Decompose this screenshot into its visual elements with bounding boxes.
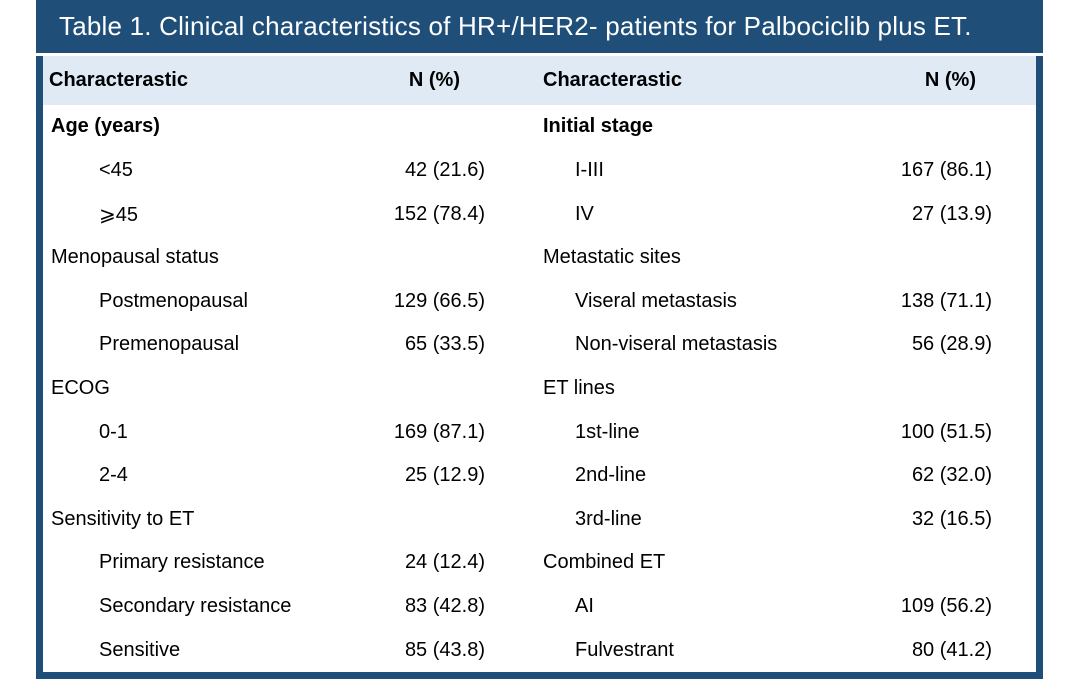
- table-row: Non-viseral metastasis 56 (28.9): [535, 323, 1036, 367]
- right-column: Initial stage I-III 167 (86.1) IV 27 (13.9) M…: [535, 105, 1036, 672]
- row-label: 1st-line: [575, 420, 640, 443]
- row-value: 109 (56.2): [900, 595, 992, 617]
- row-label: Viseral metastasis: [575, 289, 737, 312]
- header-cell-n-pct-left: N (%): [408, 69, 460, 91]
- row-label: ECOG: [51, 376, 110, 399]
- row-label: <45: [99, 158, 133, 181]
- row-label: ⩾45: [99, 203, 139, 226]
- row-label: Postmenopausal: [99, 289, 248, 312]
- row-value: 62 (32.0): [911, 464, 992, 487]
- table-row: Metastatic sites: [535, 236, 1036, 280]
- row-label: Menopausal status: [51, 246, 219, 269]
- row-label: 3rd-line: [575, 507, 642, 530]
- row-value: 42 (21.6): [404, 158, 485, 181]
- header-half-left: Characterastic N (%): [43, 56, 535, 105]
- row-label: Premenopausal: [99, 333, 240, 356]
- table-row: Combined ET: [535, 541, 1036, 585]
- table-row: 1st-line 100 (51.5): [535, 410, 1036, 454]
- row-label: 0-1: [99, 420, 128, 443]
- row-value: 56 (28.9): [911, 333, 992, 356]
- table-row: IV 27 (13.9): [535, 192, 1036, 236]
- row-label: 2-4: [99, 464, 128, 487]
- table-row: Initial stage: [535, 105, 1036, 149]
- row-label: AI: [575, 595, 594, 617]
- table-row: Sensitive 85 (43.8): [43, 628, 535, 672]
- row-label: Sensitive: [99, 638, 181, 661]
- table-title: Table 1. Clinical characteristics of HR+…: [59, 11, 972, 41]
- row-value: 25 (12.9): [404, 464, 485, 487]
- table-row: 2-4 25 (12.9): [43, 454, 535, 498]
- table-row: Sensitivity to ET: [43, 497, 535, 541]
- header-cell-characteristic-right: Characterastic: [543, 69, 682, 91]
- table-title-bar: Table 1. Clinical characteristics of HR+…: [36, 0, 1043, 53]
- row-label: Sensitivity to ET: [51, 507, 195, 530]
- table-row: ET lines: [535, 367, 1036, 411]
- table-row: Premenopausal 65 (33.5): [43, 323, 535, 367]
- header-half-right: Characterastic N (%): [535, 56, 1036, 105]
- table-row: ECOG: [43, 367, 535, 411]
- table-row: Viseral metastasis 138 (71.1): [535, 279, 1036, 323]
- table-row: Primary resistance 24 (12.4): [43, 541, 535, 585]
- table-row: I-III 167 (86.1): [535, 149, 1036, 193]
- table-row: 0-1 169 (87.1): [43, 410, 535, 454]
- row-value: 80 (41.2): [911, 638, 992, 661]
- row-value: 152 (78.4): [393, 202, 485, 225]
- row-label: Primary resistance: [99, 551, 265, 574]
- table-row: 2nd-line 62 (32.0): [535, 454, 1036, 498]
- row-value: 167 (86.1): [900, 158, 992, 181]
- table-header-row: Characterastic N (%) Characterastic N (%…: [43, 56, 1036, 105]
- row-label: Fulvestrant: [575, 638, 674, 661]
- row-value: 27 (13.9): [911, 202, 992, 225]
- table-row: <45 42 (21.6): [43, 149, 535, 193]
- header-cell-n-pct-right: N (%): [924, 69, 976, 91]
- row-label: Metastatic sites: [543, 246, 681, 269]
- row-value: 85 (43.8): [404, 638, 485, 661]
- table-row: Age (years): [43, 105, 535, 149]
- row-value: 65 (33.5): [404, 333, 485, 356]
- row-value: 138 (71.1): [900, 289, 992, 312]
- table-row: AI 109 (56.2): [535, 585, 1036, 629]
- table-row: Postmenopausal 129 (66.5): [43, 279, 535, 323]
- row-value: 32 (16.5): [911, 507, 992, 530]
- row-value: 100 (51.5): [900, 420, 992, 443]
- row-label: I-III: [575, 158, 604, 181]
- row-value: 129 (66.5): [393, 289, 485, 312]
- header-cell-characteristic-left: Characterastic: [49, 69, 188, 91]
- table-row: 3rd-line 32 (16.5): [535, 497, 1036, 541]
- left-column: Age (years) <45 42 (21.6) ⩾45 152 (78.4) Meno…: [43, 105, 535, 672]
- row-label: ET lines: [543, 376, 615, 399]
- table-row: Menopausal status: [43, 236, 535, 280]
- table-row: ⩾45 152 (78.4): [43, 192, 535, 236]
- clinical-table: Characterastic N (%) Characterastic N (%…: [36, 56, 1043, 679]
- table-row: Secondary resistance 83 (42.8): [43, 585, 535, 629]
- row-value: 83 (42.8): [404, 595, 485, 617]
- row-value: 169 (87.1): [393, 420, 485, 443]
- table-body: Age (years) <45 42 (21.6) ⩾45 152 (78.4) Meno…: [43, 105, 1036, 672]
- row-value: 24 (12.4): [404, 551, 485, 574]
- row-label: Secondary resistance: [99, 595, 292, 617]
- row-label: 2nd-line: [575, 464, 647, 487]
- row-label: IV: [575, 202, 594, 225]
- row-label: Non-viseral metastasis: [575, 333, 778, 356]
- row-label: Combined ET: [543, 551, 666, 574]
- row-label: Age (years): [51, 115, 160, 138]
- row-label: Initial stage: [543, 115, 654, 138]
- table-row: Fulvestrant 80 (41.2): [535, 628, 1036, 672]
